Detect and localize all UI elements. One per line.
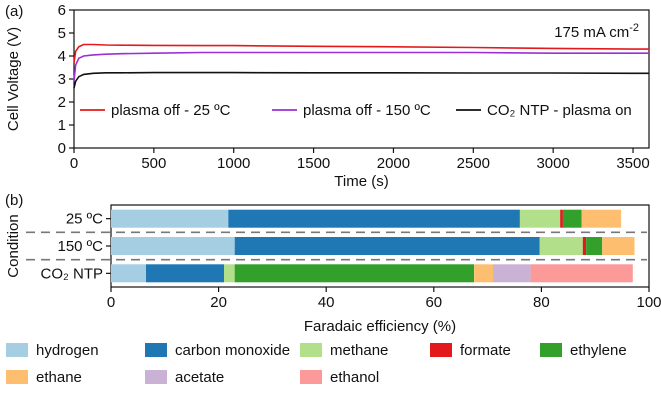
legend-swatch-hydrogen bbox=[6, 343, 28, 357]
legend-label: carbon monoxide bbox=[175, 342, 290, 359]
bar-segment-methane bbox=[224, 264, 235, 283]
voltage-x-ticks: 0 500 1000 1500 2000 2500 3000 3500 bbox=[70, 148, 650, 172]
bar-segment-acetate bbox=[493, 264, 531, 283]
y-tick-label: 5 bbox=[58, 25, 66, 42]
legend-label: acetate bbox=[175, 369, 224, 386]
bar-segment-formate bbox=[560, 209, 563, 228]
panel-b-label: (b) bbox=[5, 192, 23, 209]
bar-segment-ethylene bbox=[562, 209, 582, 228]
y-tick-label: 1 bbox=[58, 117, 66, 134]
voltage-y-ticks: 0 1 2 3 4 5 6 bbox=[58, 2, 74, 157]
legend-label: ethanol bbox=[330, 369, 379, 386]
voltage-y-axis-label: Cell Voltage (V) bbox=[5, 27, 22, 131]
bar-segment-ethane bbox=[581, 209, 622, 228]
bar-segment-hydrogen bbox=[111, 237, 235, 255]
y-tick-label: 0 bbox=[58, 140, 66, 157]
bar-segment-methane bbox=[519, 209, 561, 228]
panel-a-label: (a) bbox=[5, 3, 23, 20]
y-tick-label: 4 bbox=[58, 48, 66, 65]
x-tick-label: 20 bbox=[210, 294, 227, 311]
y-tick-label: 2 bbox=[58, 94, 66, 111]
bar-segment-formate bbox=[582, 237, 586, 255]
legend-label-0: plasma off - 25 ºC bbox=[111, 102, 231, 119]
current-density-exponent: -2 bbox=[629, 22, 639, 34]
x-tick-label: 0 bbox=[70, 155, 78, 172]
legend-swatch-ethane bbox=[6, 370, 28, 384]
x-tick-label: 2000 bbox=[377, 155, 410, 172]
category-label: CO₂ NTP bbox=[41, 265, 104, 282]
x-tick-label: 3500 bbox=[616, 155, 649, 172]
x-tick-label: 0 bbox=[107, 294, 115, 311]
voltage-legend: plasma off - 25 ºC plasma off - 150 ºC CO₂… bbox=[80, 102, 632, 119]
faradaic-efficiency-chart: (b) 25 ºC 150 ºC CO₂ NTP 0 20 40 60 80 100 Cond… bbox=[5, 192, 661, 386]
voltage-chart: (a) 0 1 2 3 4 5 6 0 500 1000 1500 2000 2500 3000 3500… bbox=[5, 2, 650, 190]
x-tick-label: 500 bbox=[141, 155, 166, 172]
legend-label: methane bbox=[330, 342, 388, 359]
category-label: 25 ºC bbox=[66, 211, 103, 228]
y-tick-label: 3 bbox=[58, 71, 66, 88]
bar-segment-carbon-monoxide bbox=[228, 209, 520, 228]
legend-swatch-formate bbox=[430, 343, 452, 357]
legend-swatch-methane bbox=[300, 343, 322, 357]
bar-segment-hydrogen bbox=[111, 209, 229, 228]
x-tick-label: 2500 bbox=[457, 155, 490, 172]
series-line-0 bbox=[73, 43, 649, 64]
x-tick-label: 60 bbox=[425, 294, 442, 311]
voltage-series-lines bbox=[73, 43, 649, 89]
series-line-1 bbox=[73, 51, 649, 82]
x-tick-label: 40 bbox=[318, 294, 335, 311]
x-tick-label: 3000 bbox=[536, 155, 569, 172]
voltage-x-axis-label: Time (s) bbox=[334, 173, 388, 190]
bar-segment-carbon-monoxide bbox=[146, 264, 224, 283]
x-tick-label: 1000 bbox=[217, 155, 250, 172]
bar-segment-hydrogen bbox=[111, 264, 146, 283]
bar-segment-carbon-monoxide bbox=[234, 237, 540, 255]
series-line-2 bbox=[73, 71, 649, 89]
bar-segment-ethylene bbox=[586, 237, 603, 255]
product-legend: hydrogen carbon monoxide methane formate eth… bbox=[6, 342, 627, 386]
current-density-annotation: 175 mA cm-2 bbox=[554, 22, 639, 41]
bar-segment-ethane bbox=[474, 264, 493, 283]
category-label: 150 ºC bbox=[57, 238, 103, 255]
legend-swatch-ethanol bbox=[300, 370, 322, 384]
legend-label-1: plasma off - 150 ºC bbox=[303, 102, 431, 119]
legend-label: ethylene bbox=[570, 342, 627, 359]
fe-x-axis-label: Faradaic efficiency (%) bbox=[304, 318, 456, 335]
x-tick-label: 100 bbox=[636, 294, 661, 311]
fe-category-labels: 25 ºC 150 ºC CO₂ NTP bbox=[41, 211, 111, 282]
legend-label: hydrogen bbox=[36, 342, 99, 359]
y-tick-label: 6 bbox=[58, 2, 66, 19]
bar-segment-ethane bbox=[602, 237, 635, 255]
legend-swatch-acetate bbox=[145, 370, 167, 384]
bar-segment-ethylene bbox=[234, 264, 475, 283]
fe-row-separators bbox=[26, 231, 647, 261]
x-tick-label: 80 bbox=[533, 294, 550, 311]
bar-segment-ethanol bbox=[530, 264, 633, 283]
legend-label-2: CO₂ NTP - plasma on bbox=[487, 102, 632, 119]
x-tick-label: 1500 bbox=[297, 155, 330, 172]
current-density-value: 175 mA cm bbox=[554, 24, 629, 41]
legend-label: ethane bbox=[36, 369, 82, 386]
bar-segment-methane bbox=[539, 237, 583, 255]
legend-label: formate bbox=[460, 342, 511, 359]
legend-swatch-carbon-monoxide bbox=[145, 343, 167, 357]
fe-x-ticks: 0 20 40 60 80 100 bbox=[107, 287, 661, 311]
fe-stacked-bars bbox=[111, 209, 635, 283]
legend-swatch-ethylene bbox=[540, 343, 562, 357]
fe-y-axis-label: Condition bbox=[5, 214, 22, 277]
